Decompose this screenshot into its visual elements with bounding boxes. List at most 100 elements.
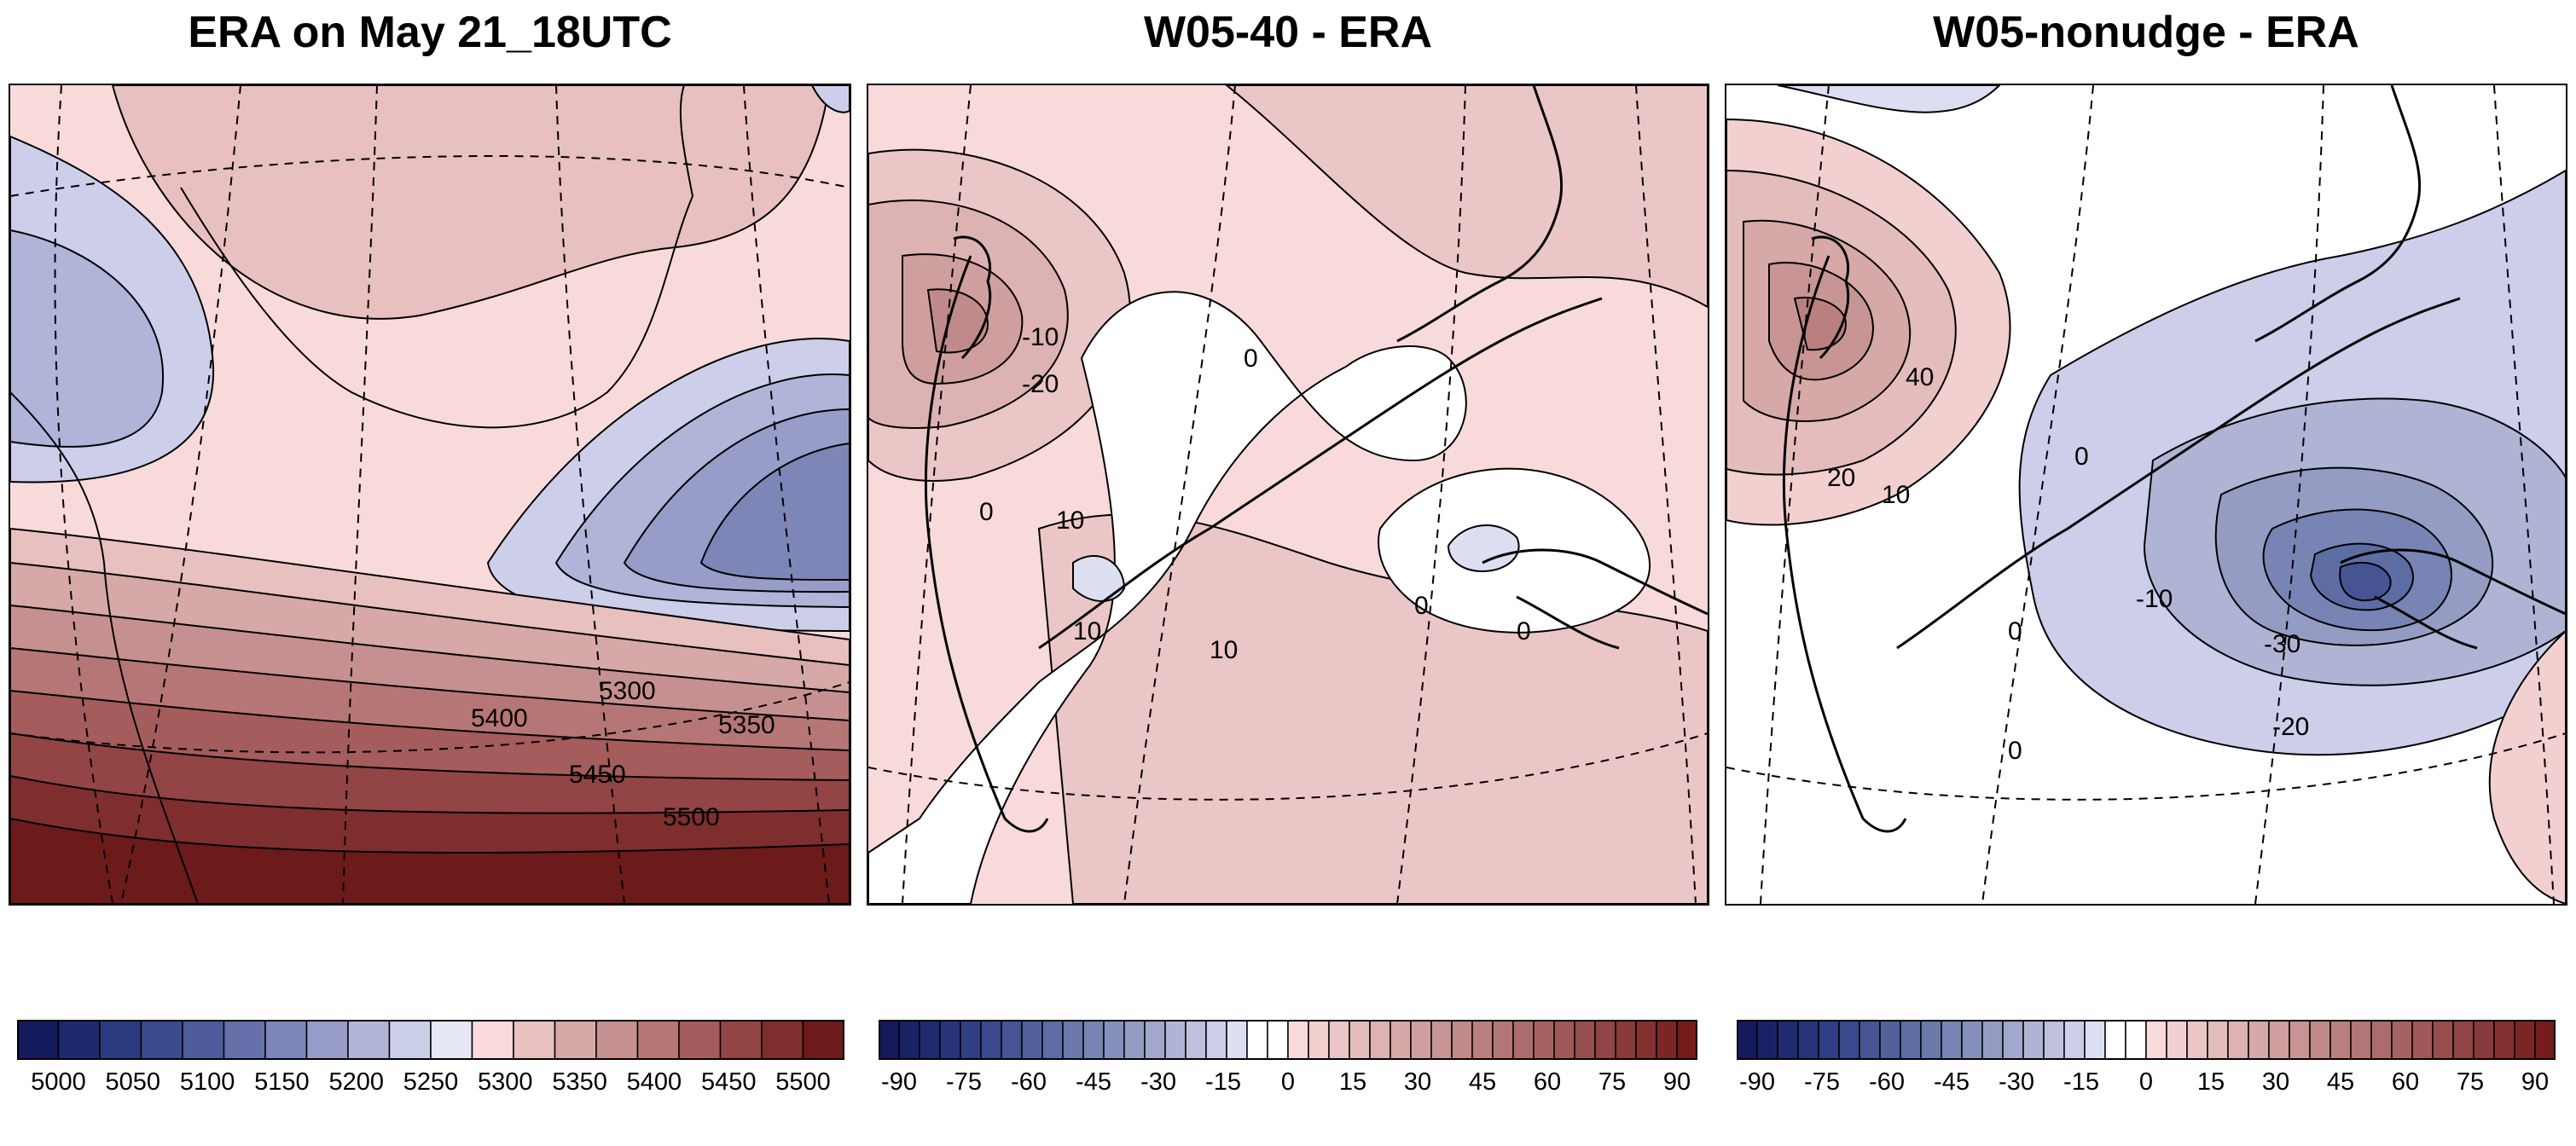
colorbar-cell xyxy=(2432,1020,2454,1060)
colorbar-cell xyxy=(182,1020,225,1060)
colorbar-tick-label: -60 xyxy=(1011,1068,1047,1095)
colorbar-cell xyxy=(2166,1020,2188,1060)
colorbar-cell xyxy=(554,1020,597,1060)
colorbar-cell xyxy=(2125,1020,2147,1060)
colorbar-ticks: 5000 5050 5100 5150 5200 5250 5300 5350 5400 5450… xyxy=(31,1068,831,1095)
height-band-8 xyxy=(10,817,850,904)
colorbar-cell xyxy=(898,1020,920,1060)
map-panel-w05-nonudge: 40 20 10 0 -10 -30 -20 0 0 xyxy=(1725,84,2567,906)
colorbar-tick-label: 5300 xyxy=(478,1068,533,1095)
colorbar-cells xyxy=(1737,1020,2556,1060)
positive-north xyxy=(1225,85,1708,309)
coastline-greenland xyxy=(1782,255,2461,833)
ne-corner-low xyxy=(810,85,850,113)
colorbar-tick-label: 5000 xyxy=(31,1068,86,1095)
colorbar-cell xyxy=(2534,1020,2556,1060)
colorbar-cell xyxy=(1635,1020,1657,1060)
colorbar-cell xyxy=(1123,1020,1146,1060)
colorbar-w05-40: -90 -75 -60 -45 -30 -15 0 15 30 45 60 75 90 xyxy=(879,1020,1697,1095)
colorbar-tick-label: 45 xyxy=(1469,1068,1496,1095)
colorbar-tick-label: 0 xyxy=(1281,1068,1295,1095)
colorbar-cells xyxy=(879,1020,1697,1060)
colorbar-cell xyxy=(1879,1020,1901,1060)
colorbar-cell xyxy=(1838,1020,1860,1060)
graticule xyxy=(1726,85,2566,904)
colorbar-tick-label: 15 xyxy=(2197,1068,2225,1095)
colorbar-cell xyxy=(140,1020,183,1060)
colorbar-tick-label: 5400 xyxy=(627,1068,682,1095)
contour-label-10b: 10 xyxy=(1210,636,1238,664)
map-panel-era: 5300 5350 5400 5450 5500 xyxy=(9,84,851,906)
colorbar-w05-nonudge: -90 -75 -60 -45 -30 -15 0 15 30 45 60 75 90 xyxy=(1737,1020,2556,1095)
colorbar-cell xyxy=(2493,1020,2515,1060)
ridge-region xyxy=(111,85,831,320)
colorbar-cell xyxy=(1818,1020,1840,1060)
colorbar-cell xyxy=(678,1020,722,1060)
colorbar-cell xyxy=(1205,1020,1227,1060)
colorbar-tick-label: 5250 xyxy=(403,1068,459,1095)
map-panel-w05-40: 10 0 0 10 -10 -20 0 10 0 xyxy=(867,84,1709,906)
colorbar-cell xyxy=(1082,1020,1105,1060)
colorbar-cell xyxy=(1103,1020,1125,1060)
contour-label-5400: 5400 xyxy=(471,704,528,732)
coastline-1 xyxy=(10,391,199,904)
coastline-east xyxy=(1482,548,1708,650)
colorbar-cell xyxy=(1594,1020,1616,1060)
colorbar-tick-label: -45 xyxy=(1934,1068,1970,1095)
colorbar-cell xyxy=(430,1020,473,1060)
positive-east xyxy=(2488,629,2566,904)
graticule xyxy=(10,85,850,904)
colorbar-cell xyxy=(1676,1020,1697,1060)
colorbar-tick-label: 90 xyxy=(1663,1068,1691,1095)
colorbar-tick-label: 30 xyxy=(2262,1068,2289,1095)
map-w05-40-svg: 10 0 0 10 -10 -20 0 10 0 xyxy=(868,85,1708,904)
colorbar-cell xyxy=(1961,1020,1983,1060)
colorbar-cell xyxy=(2227,1020,2249,1060)
contour-label-m30: -30 xyxy=(2264,630,2300,658)
colorbar-cell xyxy=(1430,1020,1453,1060)
contour-label-0b: 0 xyxy=(2008,617,2022,645)
colorbar-cell xyxy=(305,1020,349,1060)
colorbar-cell xyxy=(2514,1020,2536,1060)
colorbar-era-svg: 5000 5050 5100 5150 5200 5250 5300 5350 5400 5450… xyxy=(17,1020,844,1095)
contour-label-m20: -20 xyxy=(2272,713,2309,741)
contour-label-5500: 5500 xyxy=(663,803,720,831)
colorbar-cell xyxy=(1920,1020,1942,1060)
colorbar-cell xyxy=(2268,1020,2290,1060)
contour-label-m20: -20 xyxy=(1022,370,1059,398)
colorbar-cell xyxy=(761,1020,804,1060)
colorbar-cell xyxy=(99,1020,142,1060)
colorbar-cell xyxy=(1369,1020,1391,1060)
colorbar-ticks: -90 -75 -60 -45 -30 -15 0 15 30 45 60 75 90 xyxy=(881,1068,1691,1095)
colorbar-w05-nonudge-svg: -90 -75 -60 -45 -30 -15 0 15 30 45 60 75 90 xyxy=(1737,1020,2556,1095)
contour-label-0c: 0 xyxy=(2008,737,2022,765)
colorbar-cell xyxy=(1328,1020,1350,1060)
contour-label-m10: -10 xyxy=(2136,585,2173,613)
colorbar-tick-label: -30 xyxy=(1140,1068,1176,1095)
colorbar-tick-label: 75 xyxy=(2457,1068,2484,1095)
colorbar-frame xyxy=(17,1020,844,1060)
panel-title-era: ERA on May 21_18UTC xyxy=(188,8,672,57)
coastline-greenland xyxy=(924,255,1603,833)
contour-label-20: 20 xyxy=(1827,464,1855,492)
colorbar-tick-label: 30 xyxy=(1404,1068,1431,1095)
colorbar-cell xyxy=(347,1020,391,1060)
colorbar-cell xyxy=(1656,1020,1678,1060)
negative-north xyxy=(1777,85,2001,113)
colorbar-cell xyxy=(595,1020,639,1060)
contour-label-10: 10 xyxy=(1882,481,1910,509)
east-low-4 xyxy=(699,442,850,581)
colorbar-tick-label: -90 xyxy=(881,1068,917,1095)
map-w05-nonudge-svg: 40 20 10 0 -10 -30 -20 0 0 xyxy=(1726,85,2566,904)
colorbar-cell xyxy=(1553,1020,1575,1060)
colorbar-cell xyxy=(1308,1020,1330,1060)
colorbar-cell xyxy=(2289,1020,2311,1060)
colorbar-cell xyxy=(1859,1020,1881,1060)
colorbar-tick-label: 75 xyxy=(1598,1068,1626,1095)
colorbar-cell xyxy=(1001,1020,1023,1060)
colorbar-tick-label: -15 xyxy=(1205,1068,1241,1095)
panel-title-w05-40: W05-40 - ERA xyxy=(1143,8,1433,57)
colorbar-cell xyxy=(1021,1020,1043,1060)
colorbar-cell xyxy=(2473,1020,2495,1060)
negative-cell-2 xyxy=(1072,554,1126,602)
